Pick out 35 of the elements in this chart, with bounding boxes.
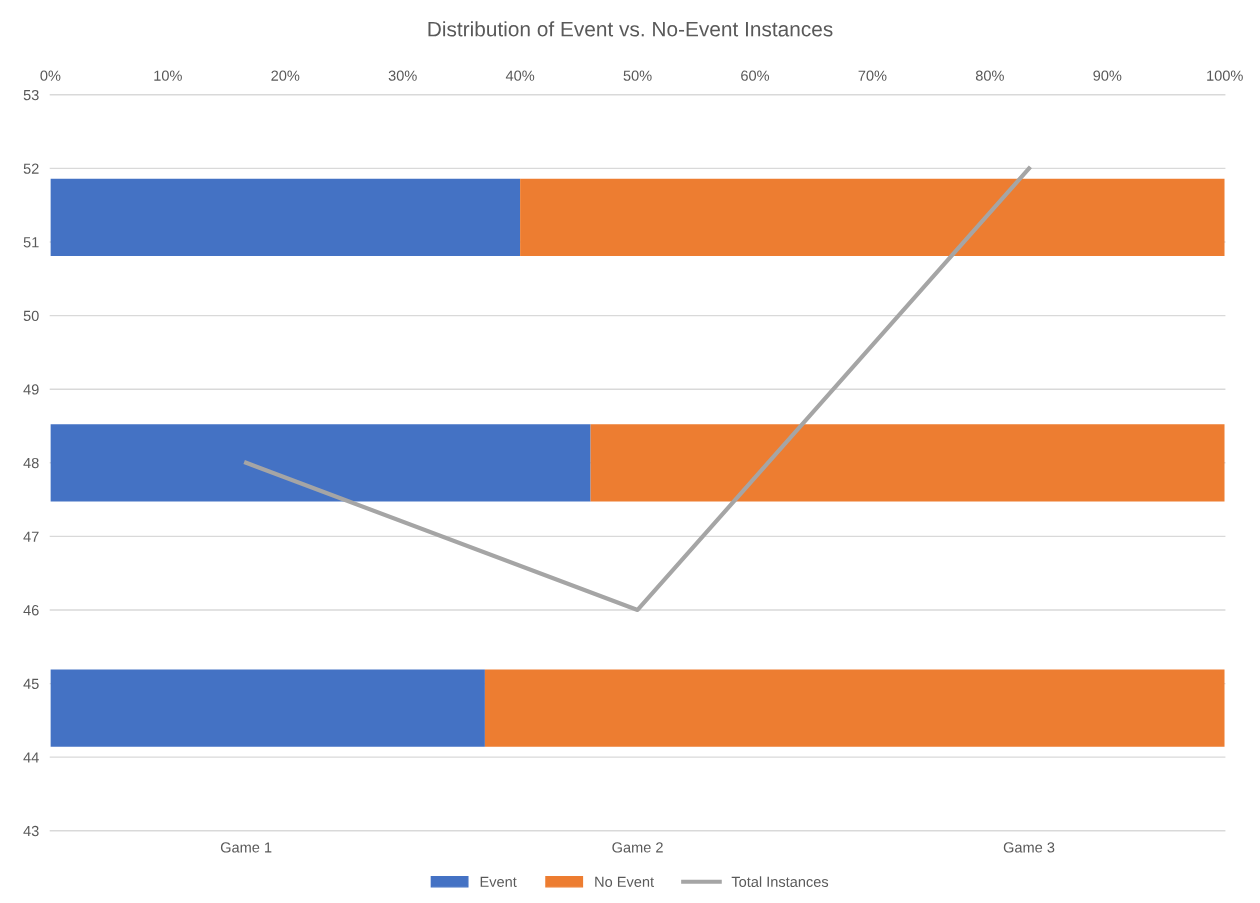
x-tick-label: Game 1 xyxy=(220,842,272,853)
y-tick-label: 46 xyxy=(23,605,39,616)
x-tick-label: 70% xyxy=(858,70,887,81)
y-tick-label: 53 xyxy=(23,89,39,101)
x-tick-label: 50% xyxy=(623,70,652,81)
x-tick-label: 60% xyxy=(741,70,770,81)
y-tick-label: 50 xyxy=(23,310,39,322)
x-tick-label: Game 3 xyxy=(1003,842,1055,853)
x-tick-label: 40% xyxy=(505,70,535,81)
chart-title: Distribution of Event vs. No-Event Instances xyxy=(428,21,833,37)
y-tick-label: 52 xyxy=(23,163,39,174)
bar xyxy=(50,424,591,502)
x-tick-label: 90% xyxy=(1093,70,1122,81)
x-tick-label: 10% xyxy=(154,70,182,81)
bar xyxy=(50,669,485,747)
x-tick-label: Game 2 xyxy=(612,842,663,853)
legend-label: Event xyxy=(480,876,517,887)
bar xyxy=(590,424,1225,502)
x-tick-label: 0% xyxy=(40,70,61,81)
y-tick-label: 44 xyxy=(23,752,39,763)
y-tick-label: 51 xyxy=(23,237,39,248)
x-tick-label: 20% xyxy=(271,70,300,81)
bar xyxy=(50,178,521,257)
y-tick-label: 43 xyxy=(23,825,39,837)
bar xyxy=(484,669,1225,747)
x-tick-label: 30% xyxy=(388,70,417,81)
y-tick-label: 47 xyxy=(23,531,39,542)
x-tick-label: 80% xyxy=(975,70,1004,81)
y-tick-label: 49 xyxy=(23,384,39,395)
bar xyxy=(520,178,1225,257)
x-tick-label: 100% xyxy=(1207,70,1243,81)
y-tick-label: 45 xyxy=(23,678,39,689)
y-tick-label: 48 xyxy=(23,457,39,469)
legend-label: No Event xyxy=(595,876,654,887)
legend-label: Total Instances xyxy=(731,876,829,887)
